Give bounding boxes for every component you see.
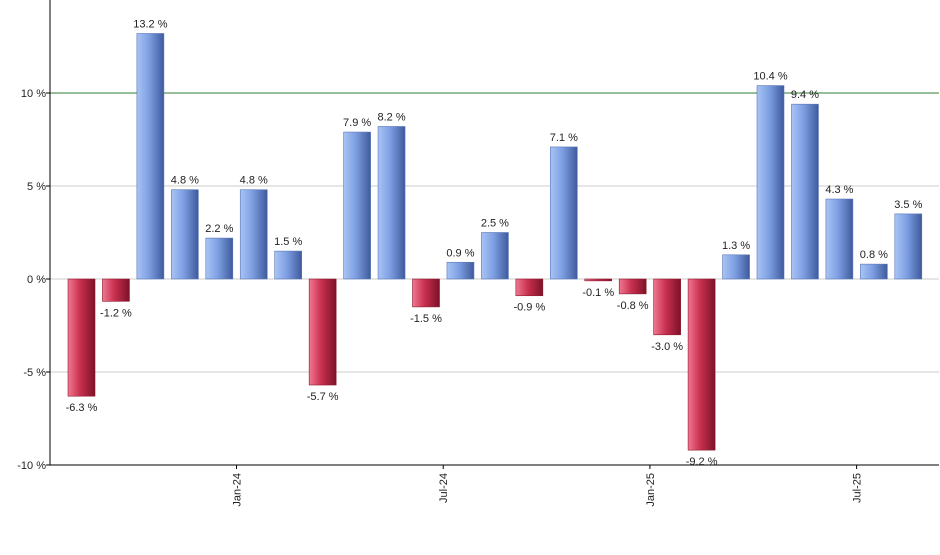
bar-value-label: 8.2 % — [377, 111, 405, 123]
bar — [618, 278, 647, 295]
bar — [343, 131, 371, 280]
bar — [584, 278, 613, 282]
bar — [481, 232, 509, 280]
bar-value-label: 2.5 % — [481, 218, 509, 230]
bar — [171, 189, 199, 280]
bar-value-label: -0.1 % — [582, 287, 614, 299]
bar-value-label: -9.2 % — [686, 456, 718, 468]
bar — [894, 213, 923, 280]
bar — [67, 278, 96, 397]
bar-value-label: 4.8 % — [240, 175, 268, 187]
bar — [377, 126, 406, 280]
bar-value-label: -1.5 % — [410, 313, 442, 325]
bar-value-label: -0.9 % — [513, 302, 545, 314]
bar — [515, 278, 544, 297]
bar-value-label: -5.7 % — [307, 391, 339, 403]
bar-value-labels: -6.3 % -1.2 % 13.2 % 4.8 % 2.2 % 4.8 % 1.5 % -5… — [66, 18, 923, 468]
y-tick-label: 5 % — [27, 181, 46, 193]
bar — [756, 85, 785, 280]
bar-value-label: -6.3 % — [66, 402, 98, 414]
bar-value-label: 10.4 % — [753, 71, 787, 83]
bar — [549, 146, 578, 280]
bar-value-label: 13.2 % — [133, 18, 167, 30]
bar — [446, 261, 475, 280]
bar — [653, 278, 681, 336]
bar-value-label: 1.3 % — [722, 240, 750, 252]
bar — [687, 278, 716, 451]
bar-value-label: 2.2 % — [205, 223, 233, 235]
bars — [67, 33, 923, 451]
bar-value-label: 4.3 % — [825, 184, 853, 196]
x-tick-label: Jan-25 — [645, 473, 657, 507]
bar-value-label: 7.9 % — [343, 117, 371, 129]
bar — [102, 278, 130, 302]
bar-value-label: 7.1 % — [550, 132, 578, 144]
bar — [205, 237, 234, 280]
bar — [825, 198, 854, 280]
bar-value-label: 3.5 % — [894, 199, 922, 211]
y-tick-label: -5 % — [23, 367, 46, 379]
bar — [136, 33, 165, 280]
bar-value-label: -1.2 % — [100, 307, 132, 319]
bar-value-label: 0.8 % — [860, 249, 888, 261]
y-tick-label: 10 % — [21, 88, 46, 100]
x-tick-label: Jan-24 — [232, 473, 244, 507]
x-tick-label: Jul-24 — [438, 473, 450, 503]
bar — [860, 263, 888, 280]
x-tick-labels: Jan-24 Jul-24 Jan-25 Jul-25 — [232, 465, 864, 507]
bar — [274, 250, 303, 280]
bar — [239, 189, 268, 280]
y-tick-label: 0 % — [27, 274, 46, 286]
axes — [49, 0, 939, 466]
bar-value-label: -0.8 % — [617, 300, 649, 312]
bar-value-label: 0.9 % — [446, 247, 474, 259]
y-tick-label: -10 % — [17, 460, 46, 472]
bar — [308, 278, 337, 386]
bar — [412, 278, 440, 308]
bar — [791, 103, 819, 280]
bar — [722, 254, 750, 280]
bar-value-label: -3.0 % — [651, 341, 683, 353]
x-tick-label: Jul-25 — [852, 473, 864, 503]
bar-value-label: 1.5 % — [274, 236, 302, 248]
y-tick-labels: -10 % -5 % 0 % 5 % 10 % — [17, 88, 50, 472]
bar-value-label: 4.8 % — [171, 175, 199, 187]
bar-value-label: 9.4 % — [791, 89, 819, 101]
